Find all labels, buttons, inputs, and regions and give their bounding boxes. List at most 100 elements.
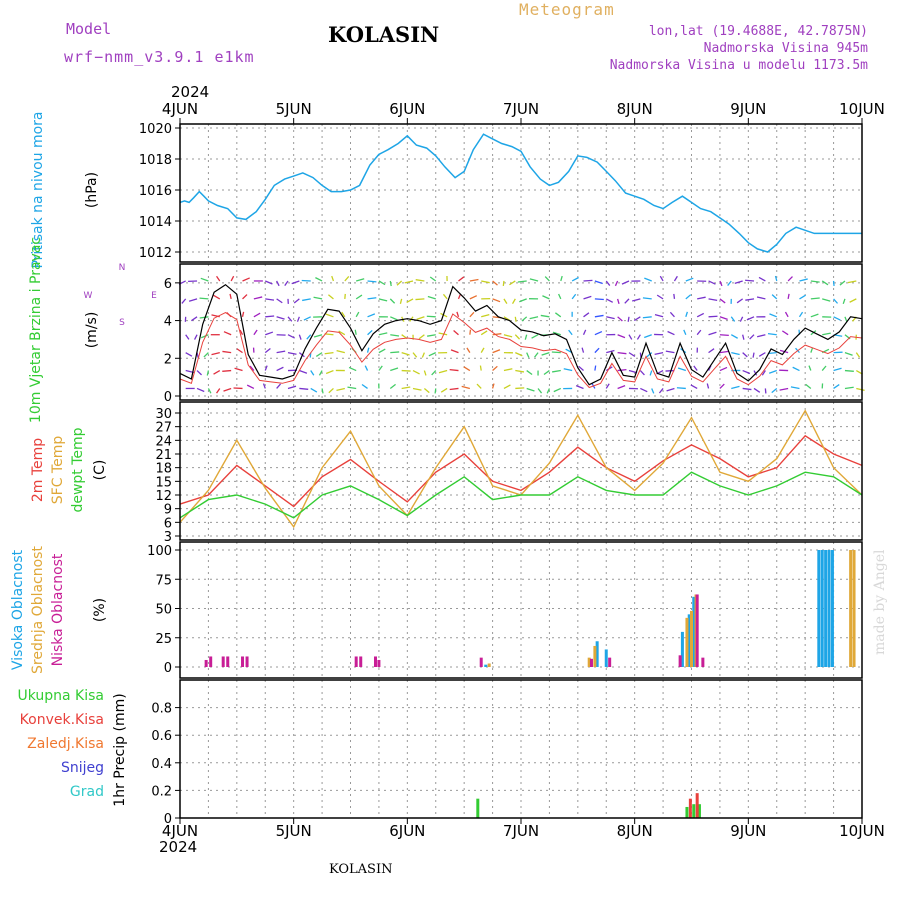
cloud-bar	[692, 596, 696, 667]
y-tick-label: 21	[155, 448, 172, 463]
wind-barb	[708, 280, 716, 285]
wind-barb	[492, 365, 498, 372]
wind-barb	[404, 280, 414, 284]
cloud-bar	[374, 656, 378, 667]
wind-barb	[847, 280, 857, 284]
wind-barb	[299, 369, 308, 374]
cloud-bar	[695, 594, 699, 667]
wind-barb	[328, 387, 334, 394]
cloud-bar	[479, 657, 483, 667]
x-tick-label-bottom: 5JUN	[276, 822, 312, 840]
wind-barb	[440, 387, 448, 393]
wind-barb	[291, 280, 300, 285]
wind-barb	[492, 298, 501, 303]
wind-barb	[310, 387, 318, 393]
cloud-bar	[687, 614, 691, 667]
compass-w: W	[84, 291, 93, 301]
wind-barb	[338, 330, 346, 336]
wind-barb	[642, 297, 652, 300]
cloud-bar	[852, 550, 856, 667]
wind-barb	[696, 312, 705, 318]
wind-barb	[767, 351, 777, 355]
wind-barb	[276, 316, 285, 320]
wind-barb	[676, 387, 686, 390]
wind-barb	[624, 298, 630, 304]
wind-barb	[761, 370, 766, 376]
wind-barb	[331, 275, 335, 282]
wind-barb	[469, 278, 479, 282]
y-tick-label: 1014	[139, 215, 172, 230]
wind-barb	[491, 383, 495, 389]
wind-barb	[568, 329, 573, 336]
wind-barb	[833, 367, 842, 372]
precip-legend-item: Zaledj.Kisa	[27, 736, 104, 752]
wind-barb	[303, 316, 311, 321]
wind-barb	[654, 313, 664, 318]
y-tick-label: 0	[164, 661, 172, 676]
x-tick-label-bottom: 6JUN	[389, 822, 425, 840]
wind-barb	[534, 352, 539, 358]
wind-barb	[511, 298, 516, 304]
wind-barb	[427, 334, 436, 337]
x-tick-label-top: 4JUN	[162, 100, 198, 118]
dewpt-ylabel: dewpt Temp	[70, 427, 86, 512]
wind-barb	[758, 352, 766, 357]
wind-barb	[466, 347, 471, 353]
wind-barb	[514, 334, 521, 340]
wind-barb	[390, 351, 400, 354]
wind-barb	[479, 365, 482, 371]
x-tick-label-top: 5JUN	[276, 100, 312, 118]
wind-barb	[442, 293, 448, 300]
wind-barb	[242, 277, 250, 282]
x-tick-label-bottom: 9JUN	[730, 822, 766, 840]
wind-barb	[627, 316, 630, 322]
wind-barb	[844, 352, 853, 356]
cloud-bar	[589, 658, 593, 667]
wind-barb	[606, 349, 615, 354]
wind-barb	[799, 294, 806, 300]
wind-barb	[378, 298, 388, 302]
cloud-bar	[204, 659, 208, 667]
cloud-bar	[820, 550, 824, 667]
cloud-bar	[587, 657, 591, 667]
y-tick-label: 0	[164, 390, 172, 405]
wind-barb	[401, 369, 411, 372]
watermark: made by Angel	[872, 549, 888, 656]
wind-barb	[779, 387, 789, 391]
wind-barb	[276, 298, 283, 304]
wind-barb	[553, 387, 562, 393]
wind-barb	[839, 280, 846, 286]
footer-station: KOLASIN	[329, 862, 393, 877]
wind-barb	[666, 387, 675, 392]
wind-barb	[537, 388, 543, 394]
wind-barb	[310, 370, 315, 376]
cloud-bar	[487, 663, 491, 667]
cloud-bar	[690, 610, 693, 667]
wind-barb	[665, 350, 675, 354]
wind-barb	[355, 294, 363, 300]
wind-barb	[617, 368, 627, 372]
wind-barb	[438, 369, 448, 374]
wind-barb	[727, 280, 732, 286]
wind-barb	[347, 386, 357, 390]
wind-barb	[745, 298, 755, 301]
wind-barb	[321, 388, 324, 394]
precip-bar	[692, 804, 696, 818]
wind-barb	[708, 348, 715, 354]
wind-barb	[293, 298, 300, 304]
wind-barb	[378, 280, 386, 286]
cloud-bar	[354, 656, 358, 667]
wind-barb	[315, 277, 323, 282]
wind-barb	[324, 333, 334, 336]
wind-barb	[614, 280, 619, 287]
wind-barb	[423, 370, 427, 376]
wind-barb	[406, 298, 414, 303]
wind-barb	[453, 330, 459, 336]
wind-barb	[767, 332, 777, 336]
cloud-bar	[685, 617, 689, 667]
cloud-bar	[824, 550, 828, 667]
wind-barb	[833, 298, 839, 304]
wind-barb	[799, 278, 808, 282]
wind-barb	[287, 316, 293, 322]
wind-barb	[774, 275, 778, 282]
